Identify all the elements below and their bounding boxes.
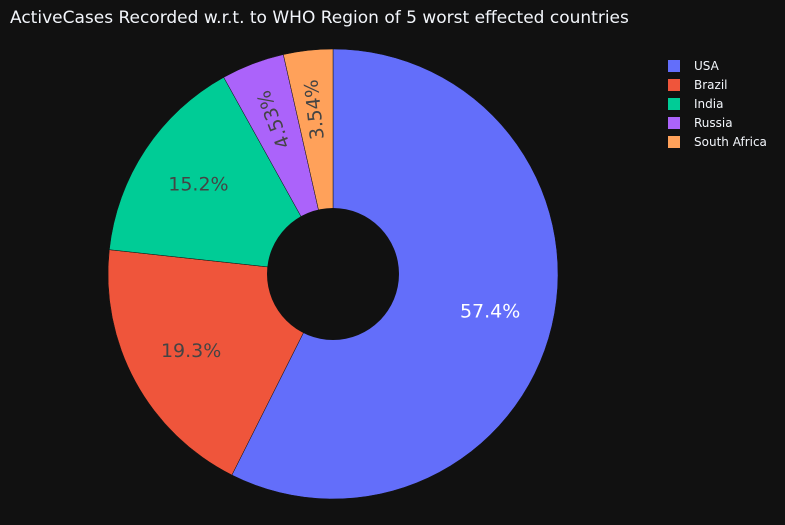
slice-label-india: 15.2% [168,174,228,196]
legend: USA Brazil India Russia South Africa [668,56,767,151]
legend-swatch [668,78,680,91]
legend-swatch [668,116,680,129]
legend-swatch [668,59,680,72]
legend-item-usa[interactable]: USA [668,56,767,75]
legend-item-india[interactable]: India [668,94,767,113]
legend-label: Brazil [694,77,728,92]
chart-title: ActiveCases Recorded w.r.t. to WHO Regio… [10,8,629,28]
slice-label-usa: 57.4% [460,300,520,322]
legend-item-brazil[interactable]: Brazil [668,75,767,94]
legend-label: South Africa [694,134,767,149]
legend-swatch [668,135,680,148]
legend-label: Russia [694,115,733,130]
slice-india[interactable] [109,76,334,275]
legend-swatch [668,97,680,110]
legend-item-south-africa[interactable]: South Africa [668,132,767,151]
legend-label: USA [694,58,719,73]
slice-label-brazil: 19.3% [161,340,221,362]
legend-item-russia[interactable]: Russia [668,113,767,132]
legend-label: India [694,96,724,111]
donut-hole [267,208,399,340]
